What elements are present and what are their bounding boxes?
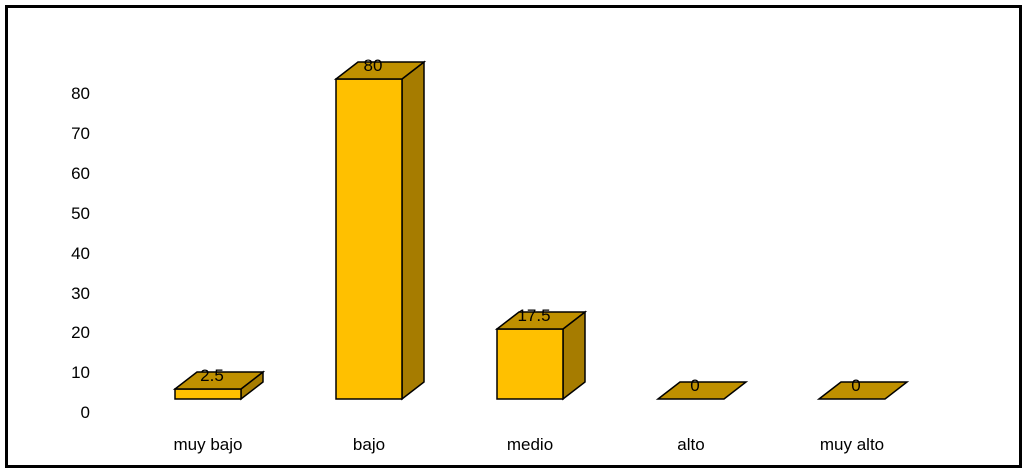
x-axis-categories: muy bajo bajo medio alto muy alto: [174, 435, 885, 454]
bar-alto: [655, 381, 749, 400]
bar-medio: [494, 310, 588, 401]
data-label: 0: [851, 376, 860, 395]
y-tick-label: 60: [71, 164, 90, 183]
bar-top-face: [816, 381, 910, 400]
bar-front-face: [335, 78, 403, 400]
x-category-label: muy alto: [820, 435, 884, 454]
y-tick-label: 40: [71, 244, 90, 263]
data-label: 2.5: [200, 366, 224, 385]
bar-front-face: [174, 388, 242, 400]
y-tick-label: 10: [71, 363, 90, 382]
x-category-label: medio: [507, 435, 553, 454]
data-label: 80: [364, 56, 383, 75]
bar-top-face: [494, 311, 588, 330]
bars: [172, 60, 910, 401]
x-category-label: alto: [677, 435, 704, 454]
bar-top-face: [172, 371, 266, 390]
y-tick-label: 0: [81, 403, 90, 422]
bar-top-face: [333, 61, 427, 80]
bar-front-face: [496, 328, 564, 400]
y-tick-label: 30: [71, 284, 90, 303]
y-tick-label: 70: [71, 124, 90, 143]
bar-side-face: [401, 60, 425, 401]
data-label: 17.5: [517, 306, 550, 325]
x-category-label: muy bajo: [174, 435, 243, 454]
x-category-label: bajo: [353, 435, 385, 454]
bar-muy-bajo: [172, 370, 266, 401]
y-tick-label: 50: [71, 204, 90, 223]
bar-bajo: [333, 60, 427, 401]
y-tick-label: 20: [71, 323, 90, 342]
data-label: 0: [690, 376, 699, 395]
bar-muy-alto: [816, 381, 910, 400]
data-labels: 2.5 80 17.5 0 0: [200, 56, 861, 395]
y-tick-label: 80: [71, 84, 90, 103]
bar-top-face: [655, 381, 749, 400]
y-axis-ticks: 0 10 20 30 40 50 60 70 80: [71, 84, 90, 422]
